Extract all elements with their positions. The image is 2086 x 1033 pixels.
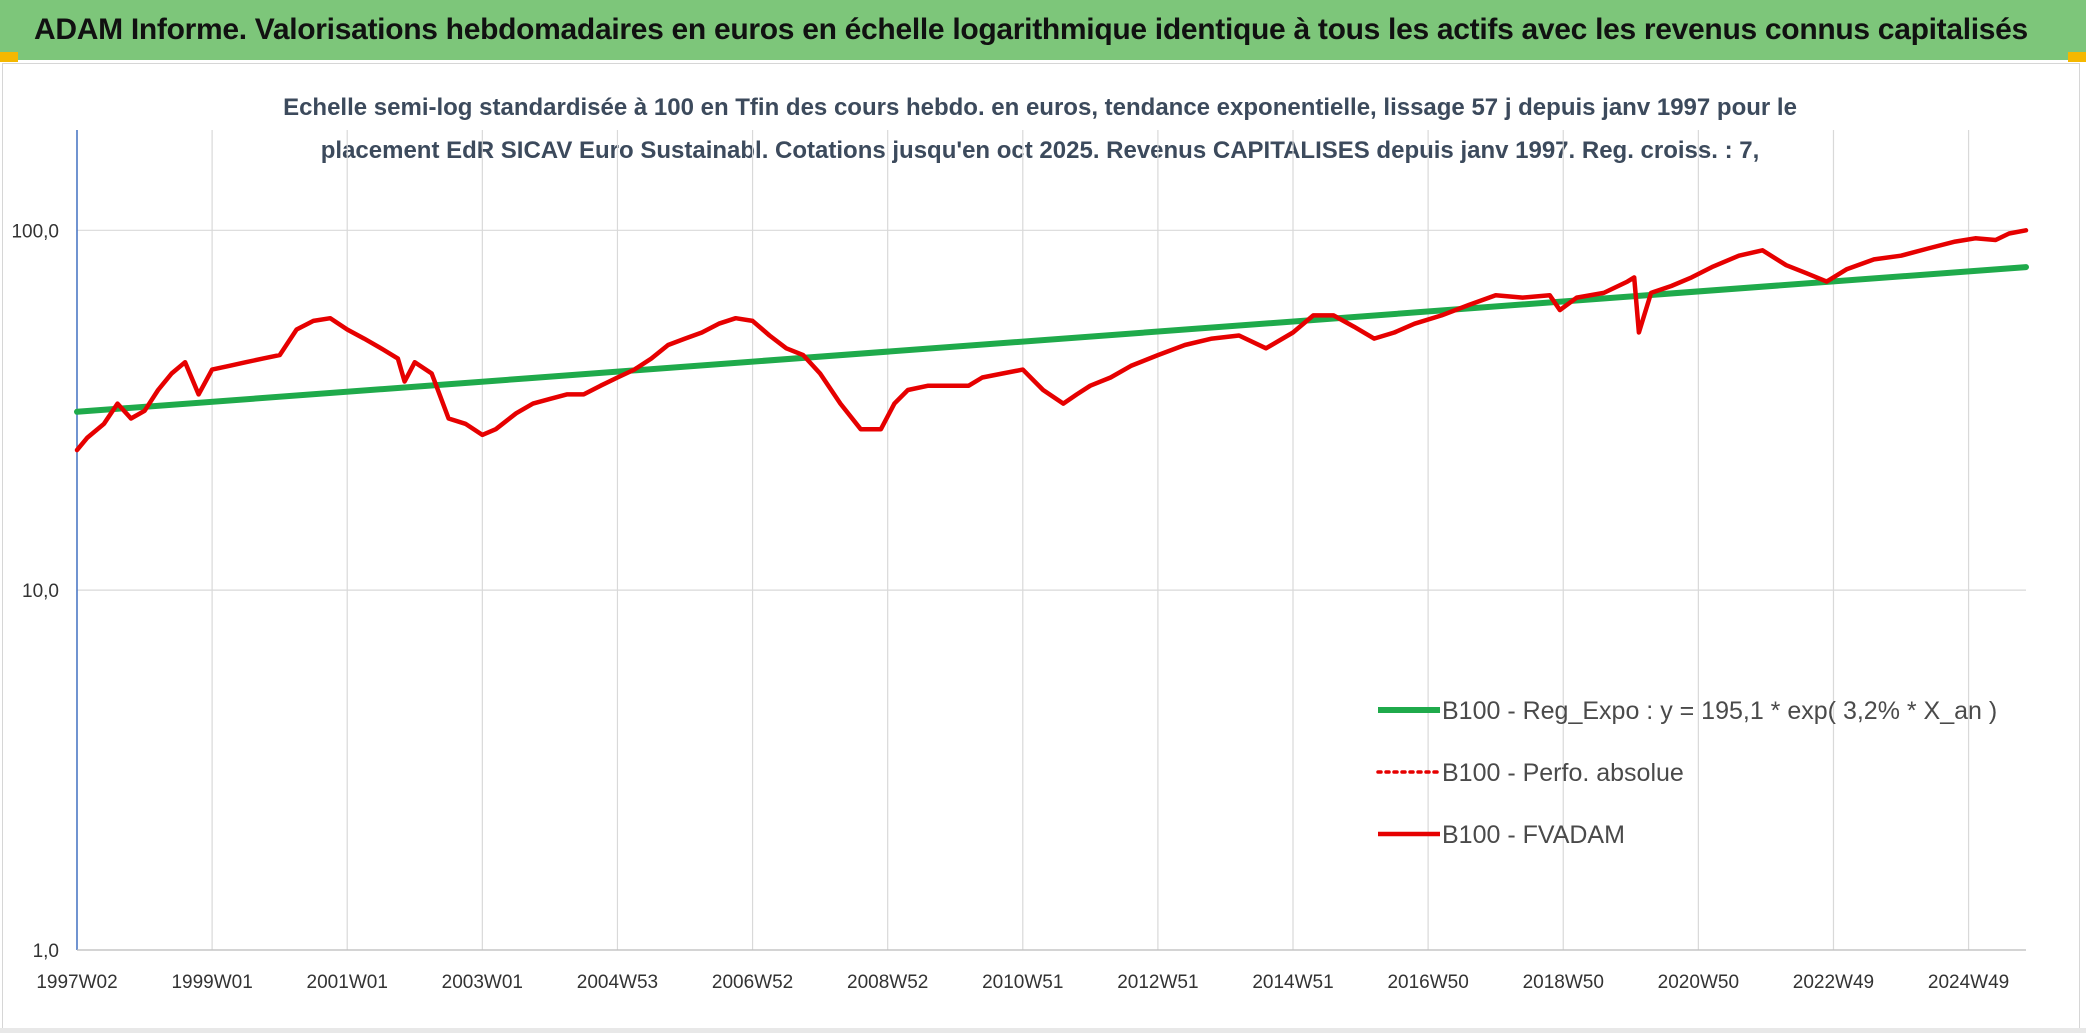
bottom-border bbox=[0, 1028, 2086, 1033]
x-tick-label: 2018W50 bbox=[1523, 972, 1604, 993]
trend-line bbox=[74, 264, 2029, 415]
legend: B100 - Reg_Expo : y = 195,1 * exp( 3,2% … bbox=[1376, 697, 1997, 849]
x-tick-label: 2008W52 bbox=[847, 972, 928, 993]
x-tick-label: 2003W01 bbox=[442, 972, 523, 993]
x-tick-label: 2012W51 bbox=[1117, 972, 1198, 993]
x-tick-label: 2014W51 bbox=[1252, 972, 1333, 993]
corner-marker-right bbox=[2068, 52, 2086, 62]
series-lines bbox=[74, 228, 2029, 453]
x-tick-label: 2022W49 bbox=[1793, 972, 1874, 993]
x-tick-label: 2020W50 bbox=[1658, 972, 1739, 993]
axes: 1,0 10,0 100,0 1997W02 1999W01 2001W01 2003W01… bbox=[11, 130, 2026, 993]
x-tick-label: 1999W01 bbox=[171, 972, 252, 993]
header-bar: ADAM Informe. Valorisations hebdomadaire… bbox=[0, 0, 2086, 60]
chart-subtitle-line-2: placement EdR SICAV Euro Sustainabl. Cot… bbox=[321, 137, 1760, 164]
x-tick-label: 2016W50 bbox=[1387, 972, 1468, 993]
corner-marker-left bbox=[0, 52, 18, 62]
page-title: ADAM Informe. Valorisations hebdomadaire… bbox=[34, 13, 2028, 46]
chart-subtitle-line-1: Echelle semi-log standardisée à 100 en T… bbox=[283, 94, 1797, 121]
y-tick-label: 10,0 bbox=[22, 581, 59, 602]
gridlines bbox=[76, 130, 2026, 951]
x-tick-label: 2006W52 bbox=[712, 972, 793, 993]
series-line-2 bbox=[74, 228, 2029, 453]
legend-label: B100 - Reg_Expo : y = 195,1 * exp( 3,2% … bbox=[1442, 697, 1997, 725]
y-tick-label: 1,0 bbox=[33, 941, 59, 962]
legend-label: B100 - FVADAM bbox=[1442, 821, 1625, 849]
x-tick-label: 2024W49 bbox=[1928, 972, 2009, 993]
x-tick-label: 2004W53 bbox=[577, 972, 658, 993]
x-tick-label: 2001W01 bbox=[307, 972, 388, 993]
y-tick-label: 100,0 bbox=[11, 221, 59, 242]
x-tick-label: 2010W51 bbox=[982, 972, 1063, 993]
x-tick-label: 1997W02 bbox=[36, 972, 117, 993]
legend-label: B100 - Perfo. absolue bbox=[1442, 759, 1684, 787]
